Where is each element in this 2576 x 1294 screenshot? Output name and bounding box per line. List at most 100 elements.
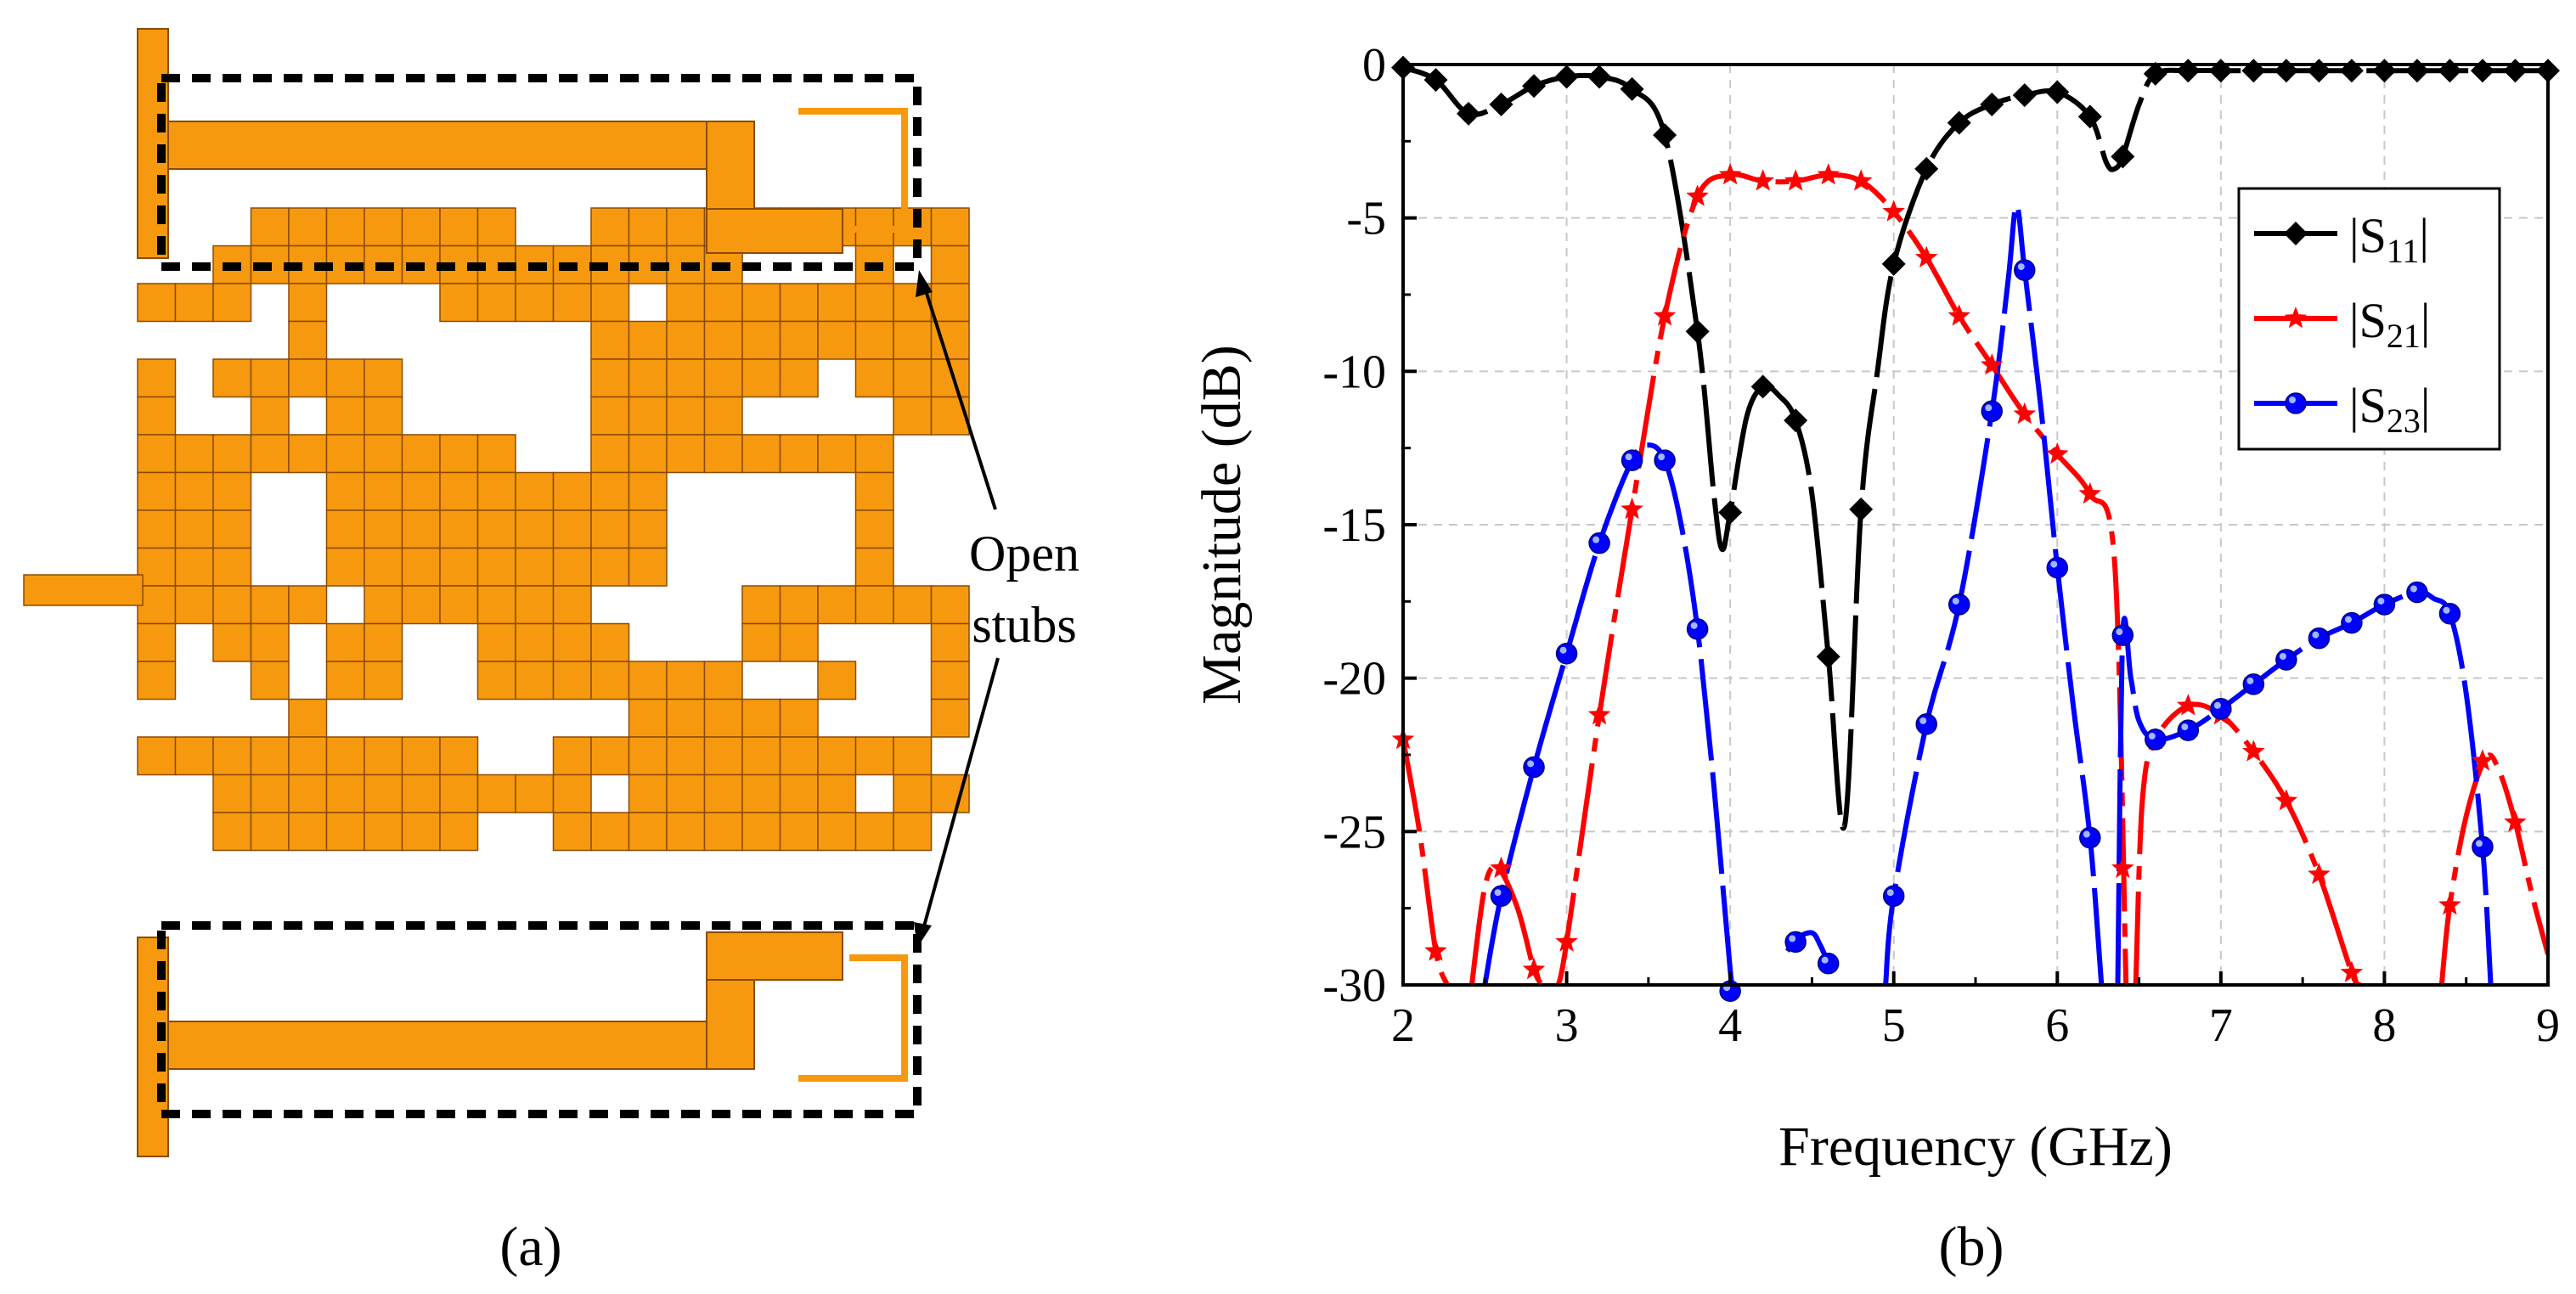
legend-end-s23: |: [2421, 378, 2431, 433]
marker-s11: [1587, 65, 1612, 89]
grid-cell: [854, 585, 894, 625]
marker-s23: [1621, 449, 1643, 471]
legend-marker-shape-s23-highlight: [2289, 397, 2296, 403]
grid-cell: [590, 661, 630, 700]
grid-cell: [515, 774, 555, 813]
grid-cell: [703, 774, 743, 813]
grid-cell: [250, 661, 290, 700]
marker-s21: [1948, 304, 1971, 326]
grid-cell: [779, 434, 819, 474]
marker-s11: [1881, 251, 1906, 276]
marker-s21: [2242, 740, 2265, 762]
marker-s11: [2111, 144, 2135, 169]
x-tick-label: 7: [2209, 999, 2233, 1052]
grid-cell: [930, 396, 970, 436]
grid-cell: [250, 622, 290, 662]
marker-s23: [2079, 826, 2101, 849]
grid-cell: [364, 358, 403, 398]
grid-cell: [515, 283, 555, 323]
grid-cell: [476, 207, 516, 247]
legend-end-s11: |: [2419, 208, 2429, 263]
grid-cell: [741, 774, 781, 813]
grid-cell: [288, 434, 328, 474]
legend: |S11| |S21| |S23|: [2237, 187, 2501, 451]
grid-cell: [628, 207, 668, 247]
grid-cell: [439, 283, 479, 323]
annotation-open: Open: [969, 526, 1079, 582]
svg-text:|S23|: |S23|: [2349, 378, 2431, 440]
grid-cell: [590, 812, 630, 852]
marker-s23: [2275, 649, 2297, 671]
marker-s23: [1686, 618, 1709, 640]
grid-cell: [817, 774, 857, 813]
series-line-s23: [2115, 589, 2494, 985]
grid-cell: [893, 812, 933, 852]
marker-s21: [1817, 163, 1840, 185]
x-tick-label: 4: [1718, 999, 1742, 1052]
grid-cell: [401, 774, 441, 813]
grid-cell: [666, 774, 706, 813]
marker-s23: [1523, 756, 1545, 779]
grid-cell: [212, 812, 252, 852]
legend-entry-s23: |S23|: [2254, 378, 2431, 440]
marker-s11: [1457, 101, 1481, 126]
grid-cell: [212, 283, 252, 323]
grid-cell: [703, 736, 743, 776]
grid-cell: [628, 396, 668, 436]
grid-cell: [439, 207, 479, 247]
marker-s11: [2274, 59, 2298, 83]
grid-cell: [364, 471, 403, 511]
marker-s23: [2242, 673, 2265, 695]
grid-cell: [930, 207, 970, 247]
grid-cell: [288, 698, 328, 738]
legend-marker-shape-s23: [2285, 392, 2307, 414]
marker-s21: [1555, 930, 1578, 952]
grid-cell: [893, 736, 933, 776]
grid-cell: [779, 812, 819, 852]
x-tick-label: 6: [2045, 999, 2069, 1052]
marker-s21: [1686, 184, 1709, 206]
grid-cell: [628, 434, 668, 474]
grid-cell: [515, 661, 555, 700]
grid-cell: [212, 509, 252, 549]
grid-cell: [817, 812, 857, 852]
grid-cell: [666, 736, 706, 776]
marker-s21: [1882, 200, 1905, 222]
grid-cell: [174, 509, 214, 549]
grid-cell: [779, 622, 819, 662]
marker-s21: [1424, 939, 1447, 961]
grid-cell: [325, 434, 365, 474]
grid-cell: [401, 207, 441, 247]
marker-s21: [1914, 245, 1938, 267]
grid-cell: [137, 471, 177, 511]
grid-cell: [250, 358, 290, 398]
top-stub-foot: [706, 208, 843, 254]
grid-cell: [137, 736, 177, 776]
annotation-arrow-top: [922, 284, 997, 510]
grid-cell: [364, 812, 403, 852]
grid-cell: [930, 661, 970, 700]
grid-cell: [703, 320, 743, 360]
grid-cell: [325, 358, 365, 398]
series-line-s21: [1403, 739, 1450, 985]
marker-s21: [1587, 703, 1611, 725]
y-axis-label: Magnitude (dB): [1191, 345, 1253, 704]
marker-s21: [2046, 442, 2069, 464]
grid-cell: [590, 622, 630, 662]
legend-marker-shape-s11: [2284, 222, 2308, 245]
feed-line: [23, 574, 144, 606]
grid-cell: [439, 736, 479, 776]
grid-cell: [628, 698, 668, 738]
grid-cell: [288, 774, 328, 813]
marker-s23-highlight: [2475, 840, 2483, 847]
grid-cell: [288, 283, 328, 323]
marker-s23-highlight: [2050, 560, 2058, 568]
y-tick-label: 0: [1362, 39, 1386, 92]
marker-s23-highlight: [2410, 585, 2417, 593]
grid-cell: [930, 245, 970, 284]
marker-s23: [2341, 611, 2363, 634]
grid-cell: [854, 509, 894, 549]
marker-s11: [2012, 83, 2037, 108]
grid-cell: [212, 622, 252, 662]
y-tick-label: -25: [1322, 806, 1386, 858]
